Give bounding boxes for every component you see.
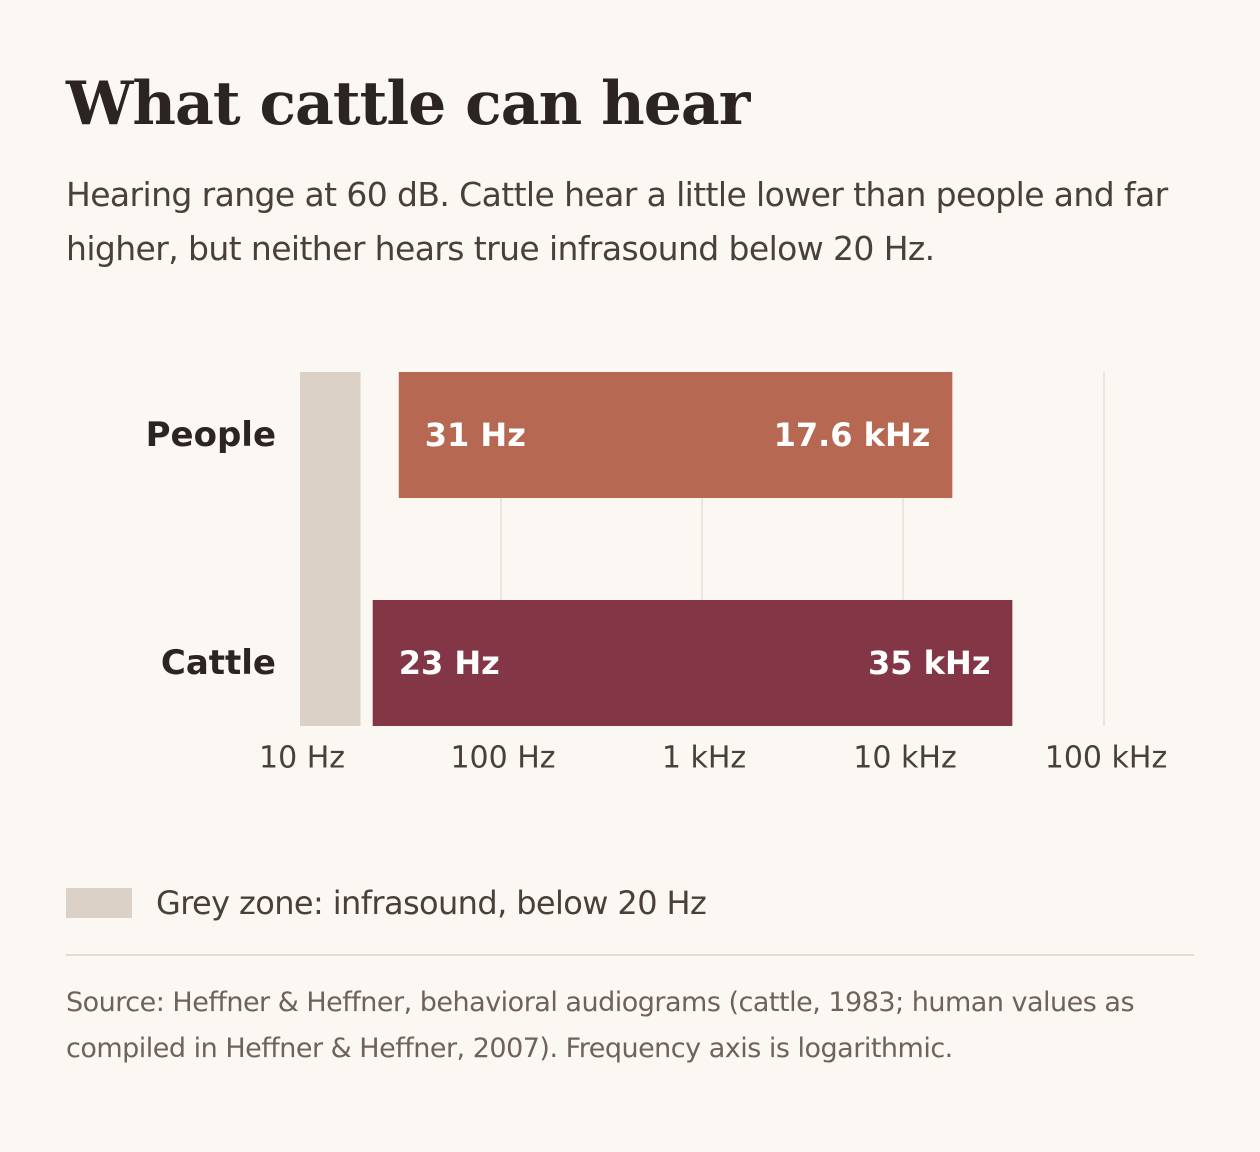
x-tick-label-3: 10 kHz [853,741,956,776]
cattle-range-bar [372,600,1013,726]
people-category-label: People [146,415,276,455]
legend-swatch [66,888,132,918]
legend-label: Grey zone: infrasound, below 20 Hz [156,884,707,922]
people-low-label: 31 Hz [425,416,526,454]
x-tick-label-4: 100 kHz [1045,741,1167,776]
x-tick-label-1: 100 Hz [450,741,555,776]
people-range-bar [398,372,953,498]
cattle-high-label: 35 kHz [868,644,990,682]
chart-title: What cattle can hear [66,69,750,139]
hearing-range-chart: 31 Hz 17.6 kHz People 23 Hz 35 kHz Cattle 10 H… [146,372,1167,776]
legend: Grey zone: infrasound, below 20 Hz [66,878,707,928]
x-tick-label-0: 10 Hz [259,741,345,776]
divider [66,954,1194,956]
infrasound-zone [300,372,361,726]
cattle-low-label: 23 Hz [399,644,500,682]
chart-subtitle: Hearing range at 60 dB. Cattle hear a li… [66,175,1168,268]
source-note: Source: Heffner & Heffner, behavioral au… [66,987,1135,1064]
x-tick-label-2: 1 kHz [662,741,746,776]
cattle-category-label: Cattle [161,643,276,683]
people-high-label: 17.6 kHz [774,416,931,454]
